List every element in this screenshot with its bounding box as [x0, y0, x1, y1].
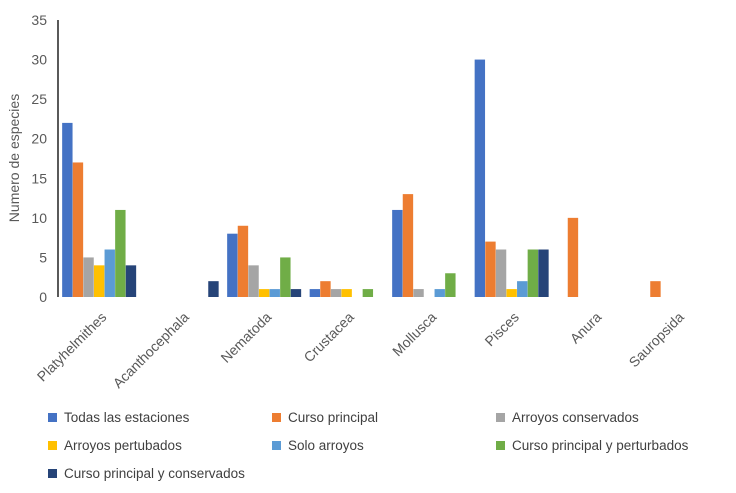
legend-item: Solo arroyos: [272, 432, 364, 458]
y-tick-label: 0: [39, 289, 47, 305]
bar: [320, 281, 331, 297]
x-tick-label: Acanthocephala: [110, 309, 192, 391]
y-tick-label: 35: [31, 12, 47, 28]
legend-label: Todas las estaciones: [64, 409, 190, 425]
y-tick-label: 15: [31, 170, 47, 186]
bar: [517, 281, 528, 297]
bar: [280, 257, 291, 297]
x-tick-label: Anura: [567, 309, 605, 347]
bar: [341, 289, 352, 297]
bar: [330, 289, 342, 297]
bar: [309, 289, 321, 297]
bar: [104, 249, 115, 297]
legend-item: Arroyos conservados: [496, 404, 639, 430]
bar: [434, 289, 445, 297]
legend-label: Solo arroyos: [288, 437, 364, 453]
x-tick-label: Crustacea: [300, 309, 357, 366]
chart-legend: Todas las estaciones Curso principal Arroy…: [48, 404, 728, 488]
bar: [72, 162, 84, 297]
y-axis-title: Numero de especies: [6, 94, 22, 222]
bar-series: [115, 209, 539, 297]
legend-swatch: [496, 412, 505, 422]
bar: [538, 249, 549, 297]
x-tick-label: Pisces: [481, 309, 521, 349]
x-tick-label: Sauropsida: [626, 309, 688, 371]
bar-series-group: [62, 59, 661, 297]
legend-swatch: [496, 440, 505, 450]
legend-item: Todas las estaciones: [48, 404, 189, 430]
bar: [62, 122, 73, 297]
bar: [115, 209, 126, 297]
legend-label: Curso principal y conservados: [64, 465, 245, 481]
bar: [567, 217, 579, 297]
bar-series: [62, 59, 486, 297]
bar: [650, 281, 661, 297]
legend-swatch: [48, 412, 57, 422]
bar: [248, 265, 259, 297]
bar: [474, 59, 486, 297]
bar: [269, 289, 280, 297]
bar: [290, 289, 302, 297]
bar: [392, 209, 403, 297]
y-tick-label: 10: [31, 210, 47, 226]
bar: [527, 249, 539, 297]
y-tick-label: 30: [31, 52, 47, 68]
bar-series: [104, 249, 528, 297]
x-tick-label: Platyhelmithes: [34, 309, 110, 385]
x-axis-category-labels: Platyhelmithes Acanthocephala Nematoda Crus…: [34, 309, 687, 391]
y-tick-label: 20: [31, 131, 47, 147]
legend-swatch: [48, 468, 57, 478]
bar: [413, 289, 424, 297]
legend-label: Curso principal: [288, 409, 379, 425]
bar: [208, 281, 219, 297]
bar: [402, 194, 414, 297]
legend-label: Arroyos conservados: [512, 409, 639, 425]
legend-label: Arroyos pertubados: [64, 437, 182, 453]
bar: [362, 289, 374, 297]
legend-swatch: [272, 412, 281, 422]
bar: [93, 265, 105, 297]
bar: [495, 249, 507, 297]
legend-item: Arroyos pertubados: [48, 432, 182, 458]
x-tick-label: Mollusca: [389, 309, 440, 360]
bar: [258, 289, 270, 297]
bar: [506, 289, 517, 297]
bar: [485, 241, 496, 297]
bar: [227, 233, 238, 297]
legend-swatch: [48, 440, 57, 450]
bar: [83, 257, 94, 297]
legend-swatch: [272, 440, 281, 450]
bar-series: [93, 265, 517, 297]
bar-series: [83, 249, 507, 297]
y-tick-label: 25: [31, 91, 47, 107]
legend-item: Curso principal y perturbados: [496, 432, 688, 458]
x-tick-label: Nematoda: [217, 309, 274, 366]
legend-item: Curso principal y conservados: [48, 460, 245, 486]
y-tick-label: 5: [39, 249, 47, 265]
bar: [125, 265, 137, 297]
legend-label: Curso principal y perturbados: [512, 437, 689, 453]
bar: [237, 225, 249, 297]
bar-series: [72, 162, 661, 297]
bar: [445, 273, 456, 297]
y-axis-ticks: 0 5 10 15 20 25 30 35: [31, 12, 47, 305]
legend-item: Curso principal: [272, 404, 378, 430]
bar-series: [125, 249, 549, 297]
